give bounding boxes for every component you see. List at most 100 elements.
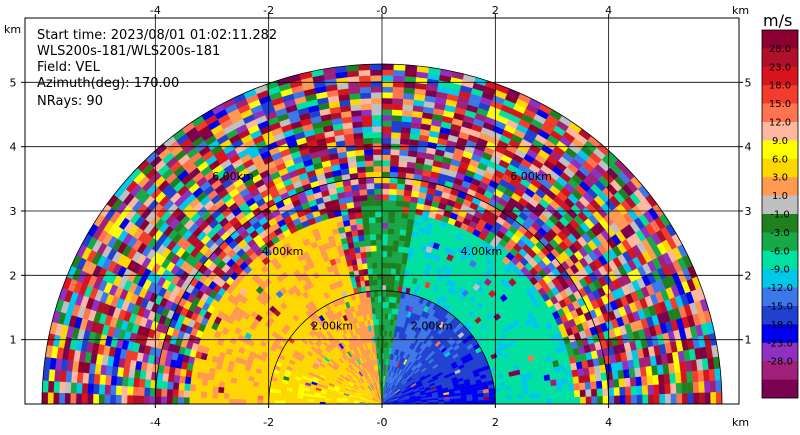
gate-cell <box>93 373 101 385</box>
gate-cell <box>376 262 383 269</box>
gate-cell <box>370 92 383 99</box>
gate-cell <box>390 279 396 286</box>
gate-cell <box>58 392 66 404</box>
gate-cell <box>194 390 202 398</box>
gate-cell <box>53 380 60 393</box>
gate-cell <box>365 245 372 252</box>
gate-cell <box>379 324 383 331</box>
gate-cell <box>381 103 393 110</box>
gate-cell <box>395 205 403 213</box>
gate-cell <box>218 380 226 388</box>
gate-cell <box>359 86 372 94</box>
gate-cell <box>374 199 383 206</box>
gate-cell <box>373 284 379 292</box>
gate-cell <box>381 154 391 161</box>
gate-cell <box>368 273 374 281</box>
gate-cell <box>104 384 111 395</box>
gate-cell <box>268 399 275 404</box>
gate-cell <box>399 229 407 236</box>
gate-cell <box>217 398 224 404</box>
gate-cell <box>378 313 383 320</box>
gate-cell <box>98 384 106 395</box>
gate-cell <box>155 380 163 389</box>
gate-cell <box>251 399 258 404</box>
gate-cell <box>381 143 392 150</box>
gate-cell <box>403 241 411 248</box>
gate-cell <box>392 251 399 258</box>
gate-cell <box>391 120 402 128</box>
gate-cell <box>359 246 367 253</box>
gate-cell <box>354 246 361 254</box>
gate-cell <box>381 228 389 235</box>
gate-cell <box>200 391 207 399</box>
gate-cell <box>245 394 253 400</box>
gate-cell <box>370 75 383 82</box>
gate-cell <box>403 189 413 197</box>
gate-cell <box>381 165 391 172</box>
gate-cell <box>397 251 404 259</box>
gate-cell <box>375 233 383 240</box>
gate-cell <box>381 80 394 88</box>
gate-cell <box>373 154 383 161</box>
gate-cell <box>257 390 264 396</box>
gate-cell <box>358 234 365 242</box>
gate-cell <box>362 222 370 230</box>
gate-cell <box>364 279 370 287</box>
gate-cell <box>372 137 383 144</box>
gate-cell <box>87 373 95 384</box>
gate-cell <box>381 182 390 189</box>
gate-cell <box>173 374 181 383</box>
gate-cell <box>183 396 190 404</box>
gate-cell <box>354 143 365 151</box>
gate-cell <box>364 234 371 241</box>
gate-cell <box>389 188 398 195</box>
gate-cell <box>391 132 402 139</box>
gate-cell <box>381 313 386 320</box>
gate-cell <box>155 395 162 404</box>
gate-cell <box>366 182 375 190</box>
gate-cell <box>381 324 385 331</box>
gate-cell <box>133 377 140 388</box>
gate-cell <box>262 399 269 404</box>
gate-cell <box>366 256 373 264</box>
gate-cell <box>395 200 404 207</box>
gate-cell <box>121 376 129 387</box>
gate-cell <box>351 115 363 123</box>
gate-cell <box>162 373 169 382</box>
gate-cell <box>371 262 378 269</box>
gate-cell <box>41 391 49 404</box>
gate-cell <box>109 394 116 404</box>
gate-cell <box>381 75 394 82</box>
gate-cell <box>355 217 364 225</box>
gate-cell <box>398 240 406 248</box>
gate-cell <box>352 235 360 243</box>
gate-cell <box>381 69 394 76</box>
gate-cell <box>234 388 242 395</box>
gate-cell <box>369 285 375 292</box>
gate-cell <box>75 393 82 404</box>
gate-cell <box>245 399 252 404</box>
gate-cell <box>386 267 392 275</box>
gate-cell <box>372 319 377 326</box>
gate-cell <box>358 269 365 276</box>
gate-cell <box>403 92 415 100</box>
gate-cell <box>194 397 201 404</box>
gate-cell <box>229 387 236 394</box>
gate-cell <box>405 229 413 237</box>
gate-cell <box>172 389 179 398</box>
gate-cell <box>76 382 83 394</box>
gate-cell <box>64 381 72 394</box>
gate-cell <box>361 211 370 219</box>
gate-cell <box>374 188 383 195</box>
gate-cell <box>392 245 399 252</box>
gate-cell <box>362 120 373 128</box>
gate-cell <box>388 194 397 201</box>
gate-cell <box>370 245 377 252</box>
gate-cell <box>387 233 395 241</box>
gate-cell <box>217 392 224 399</box>
gate-cell <box>358 75 371 82</box>
gate-cell <box>240 398 247 404</box>
gate-cell <box>362 217 370 224</box>
gate-cell <box>229 382 237 389</box>
gate-cell <box>274 396 281 401</box>
